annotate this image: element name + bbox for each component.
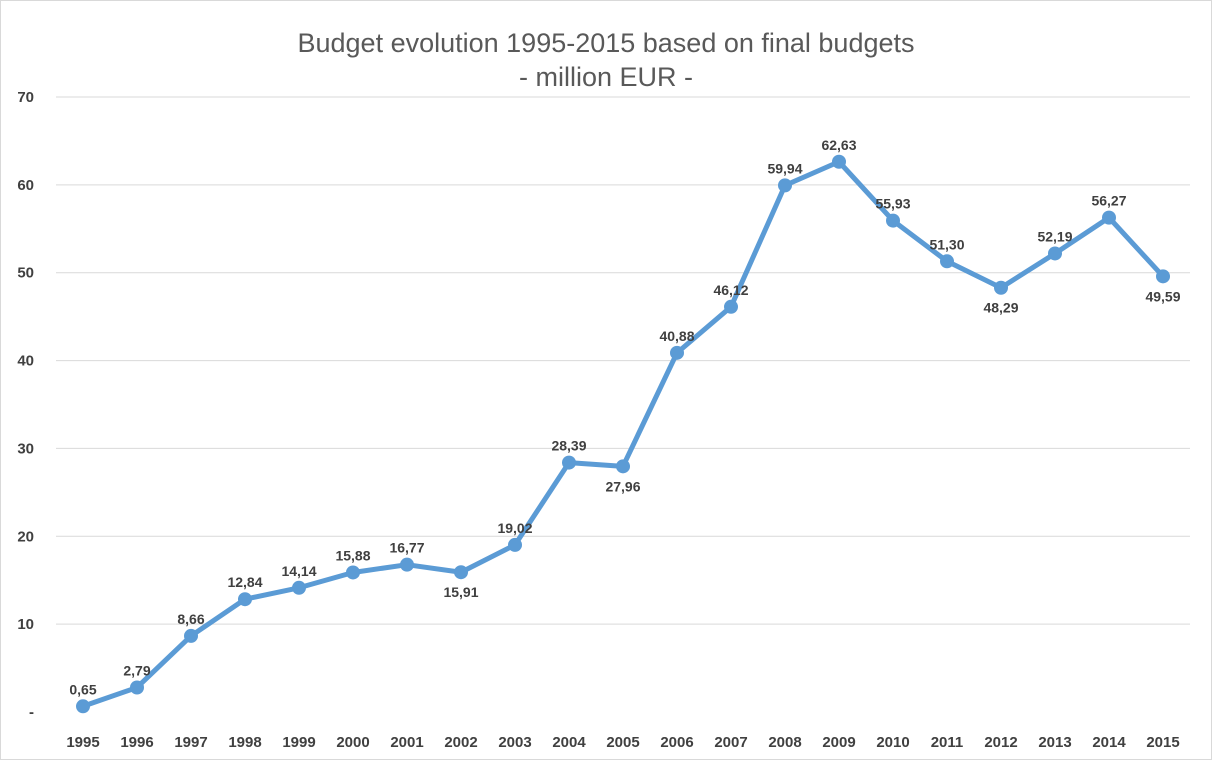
y-tick-label: 50 xyxy=(17,265,34,282)
data-point xyxy=(778,178,792,193)
data-point xyxy=(454,565,468,580)
data-label: 62,63 xyxy=(821,137,856,153)
x-tick-label: 2014 xyxy=(1092,734,1126,751)
data-label: 12,84 xyxy=(227,574,262,590)
data-label: 28,39 xyxy=(551,438,586,454)
x-tick-label: 2011 xyxy=(931,734,964,751)
x-tick-label: 2005 xyxy=(606,734,639,751)
data-label: 15,91 xyxy=(443,584,478,600)
data-point xyxy=(562,455,576,470)
y-tick-label: 10 xyxy=(17,616,34,633)
data-label: 27,96 xyxy=(605,478,640,494)
data-label: 0,65 xyxy=(69,681,96,697)
data-point xyxy=(940,254,954,269)
data-point xyxy=(130,680,144,695)
x-tick-label: 2001 xyxy=(390,734,423,751)
data-label: 2,79 xyxy=(123,662,150,678)
data-label: 40,88 xyxy=(659,328,694,344)
chart-subtitle: - million EUR - xyxy=(519,62,693,92)
series xyxy=(76,154,1170,714)
y-axis-ticks: - 10 20 30 40 50 60 70 xyxy=(17,89,34,721)
data-point xyxy=(76,699,90,714)
data-point xyxy=(1048,246,1062,261)
x-tick-label: 2000 xyxy=(336,734,369,751)
x-tick-label: 2003 xyxy=(498,734,531,751)
data-label: 19,02 xyxy=(497,520,532,536)
data-point xyxy=(994,280,1008,295)
y-tick-label: 20 xyxy=(17,528,34,545)
data-label: 16,77 xyxy=(389,540,424,556)
data-label: 15,88 xyxy=(335,547,370,563)
y-tick-label: 30 xyxy=(17,440,34,457)
x-tick-label: 2004 xyxy=(552,734,586,751)
data-point xyxy=(670,345,684,360)
x-tick-label: 2012 xyxy=(984,734,1017,751)
data-point xyxy=(184,628,198,643)
x-tick-label: 1995 xyxy=(66,734,99,751)
x-tick-label: 2010 xyxy=(876,734,909,751)
data-labels: 0,65 2,79 8,66 12,84 14,14 15,88 16,77 15,91 19,… xyxy=(69,137,1180,698)
gridlines xyxy=(56,96,1190,625)
data-point xyxy=(886,213,900,228)
x-tick-label: 2006 xyxy=(660,734,693,751)
data-point xyxy=(508,537,522,552)
x-tick-label: 1998 xyxy=(228,734,261,751)
data-label: 51,30 xyxy=(929,236,964,252)
data-label: 14,14 xyxy=(281,563,316,579)
y-tick-label: 40 xyxy=(17,353,34,370)
data-point xyxy=(400,557,414,572)
data-point xyxy=(1156,269,1170,284)
data-point xyxy=(724,299,738,314)
data-point xyxy=(616,459,630,474)
data-point xyxy=(1102,210,1116,225)
data-label: 8,66 xyxy=(177,611,204,627)
x-axis-ticks: 1995 1996 1997 1998 1999 2000 2001 2002 2003 2004… xyxy=(66,734,1179,751)
chart-title: Budget evolution 1995-2015 based on fina… xyxy=(298,28,915,58)
data-label: 52,19 xyxy=(1037,228,1072,244)
x-tick-label: 1996 xyxy=(120,734,153,751)
data-label: 56,27 xyxy=(1091,193,1126,209)
y-tick-label: 70 xyxy=(17,89,34,106)
x-tick-label: 2007 xyxy=(714,734,747,751)
data-point xyxy=(346,565,360,580)
data-label: 49,59 xyxy=(1145,288,1180,304)
data-label: 48,29 xyxy=(983,300,1018,316)
data-point xyxy=(292,580,306,595)
x-tick-label: 1997 xyxy=(174,734,207,751)
x-tick-label: 2002 xyxy=(444,734,477,751)
data-point xyxy=(832,154,846,169)
x-tick-label: 2009 xyxy=(822,734,855,751)
data-label: 59,94 xyxy=(767,160,802,176)
y-tick-label: - xyxy=(29,704,34,721)
y-tick-label: 60 xyxy=(17,177,34,194)
data-label: 46,12 xyxy=(713,282,748,298)
data-point xyxy=(238,592,252,607)
x-tick-label: 2015 xyxy=(1146,734,1179,751)
x-tick-label: 2008 xyxy=(768,734,801,751)
x-tick-label: 1999 xyxy=(282,734,315,751)
data-label: 55,93 xyxy=(875,196,910,212)
x-tick-label: 2013 xyxy=(1038,734,1071,751)
